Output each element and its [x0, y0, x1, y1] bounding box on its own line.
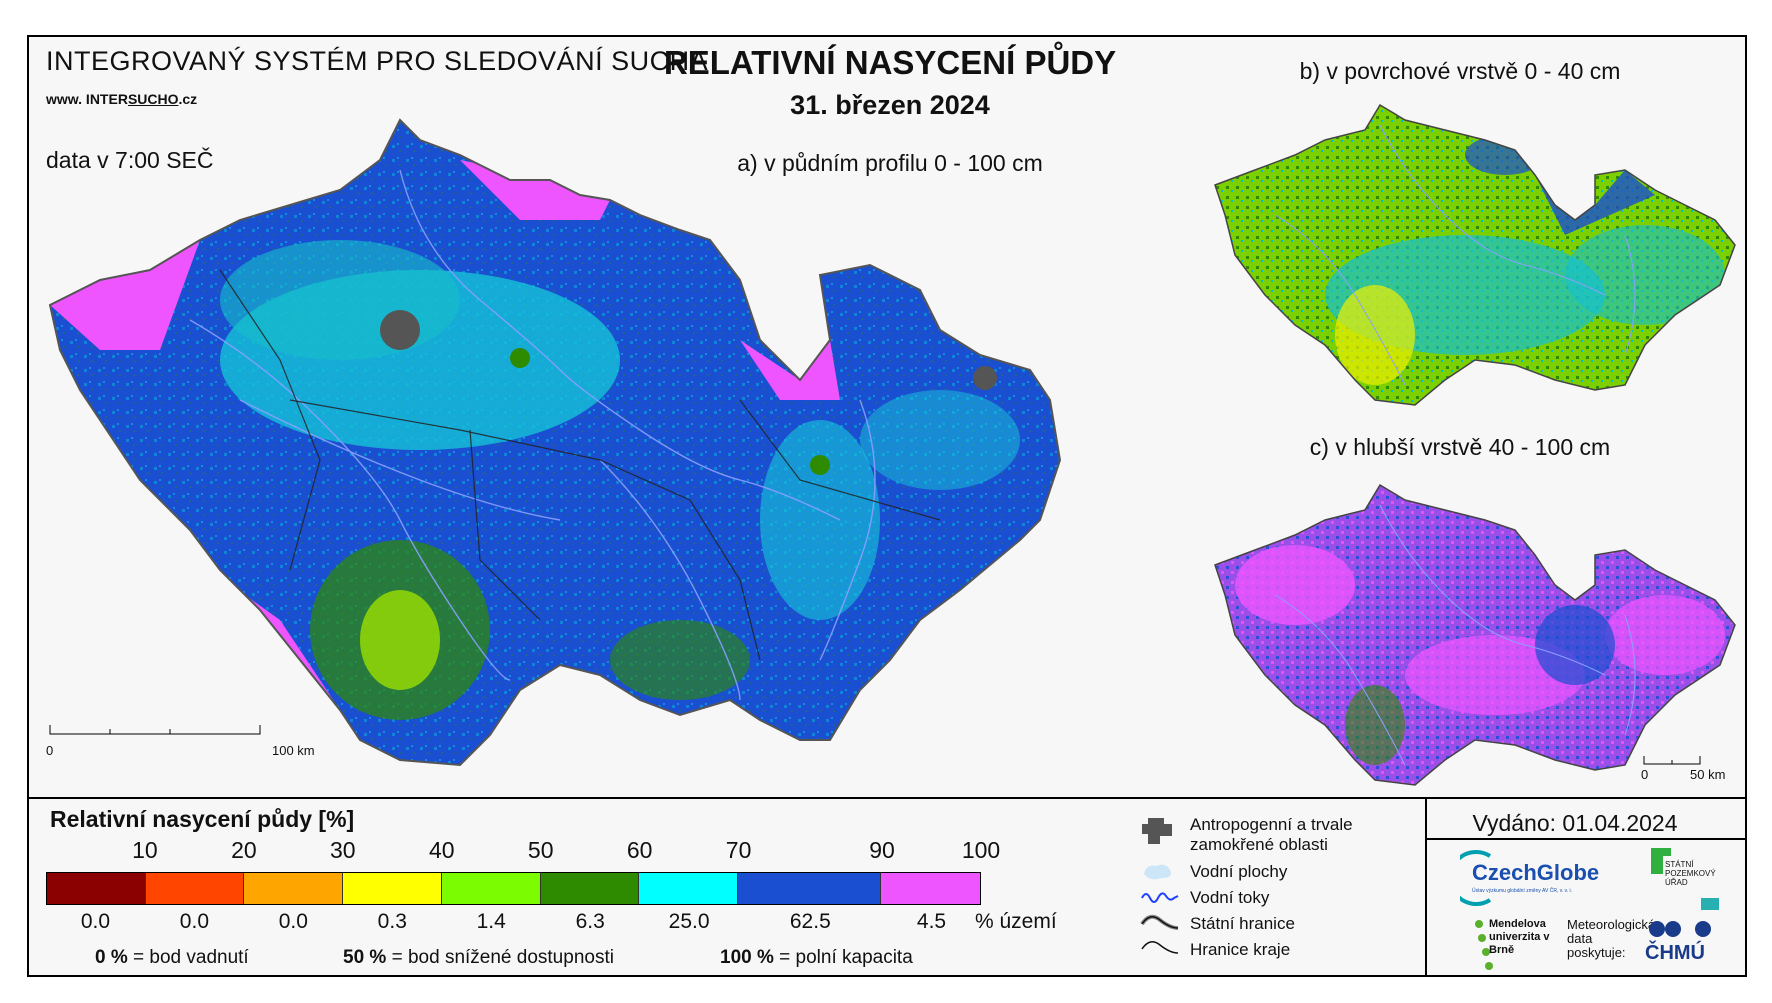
anthropogenic-label: Antropogenní a trvale zamokřené oblasti: [1190, 815, 1353, 854]
meteo-text: Meteorologická data poskytuje:: [1567, 917, 1656, 960]
threshold-label: 20: [231, 837, 257, 863]
data-time: data v 7:00 SEČ: [46, 147, 214, 173]
share-label: 0.3: [377, 910, 407, 933]
anthropogenic-icon: [1142, 818, 1172, 844]
scale-main-end: 100 km: [272, 743, 315, 758]
map-c-deep-layer: [1214, 483, 1736, 786]
map-b-surface-layer: [1214, 103, 1736, 406]
state-border-label: Státní hranice: [1190, 914, 1295, 933]
legend-class-4: [441, 873, 541, 904]
note-0: 0 % = bod vadnutí: [95, 947, 249, 968]
map-c-label: c) v hlubší vrstvě 40 - 100 cm: [1309, 434, 1611, 460]
threshold-label: 50: [527, 837, 554, 863]
region-border-icon: [1141, 941, 1179, 954]
site-highlight: SUCHO: [127, 91, 179, 107]
czechglobe-logo: CzechGlobe Ústav výzkumu globální změny …: [1460, 848, 1610, 908]
mendel-text: Mendelova univerzita v Brně: [1489, 918, 1550, 956]
share-unit: % území: [975, 910, 1057, 933]
czechglobe-sub: Ústav výzkumu globální změny AV ČR, v. v…: [1472, 888, 1573, 894]
share-label: 6.3: [575, 910, 605, 933]
threshold-label: 30: [330, 837, 356, 863]
main-date: 31. březen 2024: [790, 90, 990, 120]
map-b-label: b) v povrchové vrstvě 0 - 40 cm: [1299, 58, 1621, 84]
legend-class-3: [343, 873, 442, 904]
threshold-label: 70: [725, 837, 752, 863]
legend-class-0: [47, 873, 146, 904]
site-prefix: www. INTER: [46, 91, 128, 107]
share-label: 4.5: [916, 910, 947, 933]
threshold-label: 10: [132, 837, 158, 863]
note-100: 100 % = polní kapacita: [720, 947, 913, 968]
main-title: RELATIVNÍ NASYCENÍ PŮDY: [663, 44, 1117, 81]
share-label: 0.0: [80, 910, 111, 933]
scale-bar-main: [49, 725, 261, 735]
map-a-label: a) v půdním profilu 0 - 100 cm: [737, 150, 1043, 176]
rivers-label: Vodní toky: [1190, 888, 1270, 907]
threshold-label: 90: [869, 837, 895, 863]
system-title: INTEGROVANÝ SYSTÉM PRO SLEDOVÁNÍ SUCHA: [46, 46, 709, 76]
scale-main-start: 0: [46, 743, 54, 758]
map-a-soil-profile: [48, 118, 1062, 767]
spu-text: STÁTNÍ POZEMKOVÝ ÚŘAD: [1665, 860, 1716, 887]
issued-divider: [1425, 838, 1747, 840]
legend-divider: [27, 797, 1747, 799]
threshold-label: 100: [961, 837, 1001, 863]
region-border-label: Hranice kraje: [1190, 940, 1291, 959]
water-areas-label: Vodní plochy: [1190, 862, 1288, 881]
river-icon: [1141, 892, 1179, 903]
scale-bar-small: [1643, 756, 1701, 765]
legend-divider-v: [1425, 797, 1427, 977]
scale-small-end: 50 km: [1690, 767, 1726, 782]
scale-small-start: 0: [1641, 767, 1649, 782]
legend-class-2: [244, 873, 344, 904]
chmu-text: ČHMÚ: [1645, 942, 1705, 964]
mendel-logo: Mendelova univerzita v Brně: [1475, 918, 1555, 978]
legend-class-8: [881, 873, 981, 904]
czechglobe-text: CzechGlobe: [1472, 860, 1600, 885]
chmu-logo: ČHMÚ: [1645, 918, 1735, 978]
site-suffix: .cz: [178, 91, 198, 107]
note-50: 50 % = bod snížené dostupnosti: [343, 947, 614, 968]
share-label: 25.0: [668, 910, 710, 933]
water-area-icon: [1144, 864, 1171, 880]
share-label: 0.0: [179, 910, 210, 933]
legend-color-bar: [46, 872, 981, 905]
legend-class-1: [145, 873, 245, 904]
share-label: 62.5: [789, 910, 831, 933]
legend-class-5: [540, 873, 640, 904]
share-label: 0.0: [278, 910, 308, 933]
share-label: 1.4: [476, 910, 506, 933]
threshold-label: 40: [428, 837, 455, 863]
legend-class-7: [738, 873, 882, 904]
issued-date: Vydáno: 01.04.2024: [1472, 810, 1678, 836]
threshold-label: 60: [626, 837, 653, 863]
spu-logo: STÁTNÍ POZEMKOVÝ ÚŘAD: [1645, 848, 1735, 928]
website-link[interactable]: www. INTERSUCHO.cz: [46, 91, 197, 107]
state-border-icon: [1140, 914, 1179, 930]
legend-title: Relativní nasycení půdy [%]: [50, 806, 355, 832]
legend-class-6: [639, 873, 739, 904]
